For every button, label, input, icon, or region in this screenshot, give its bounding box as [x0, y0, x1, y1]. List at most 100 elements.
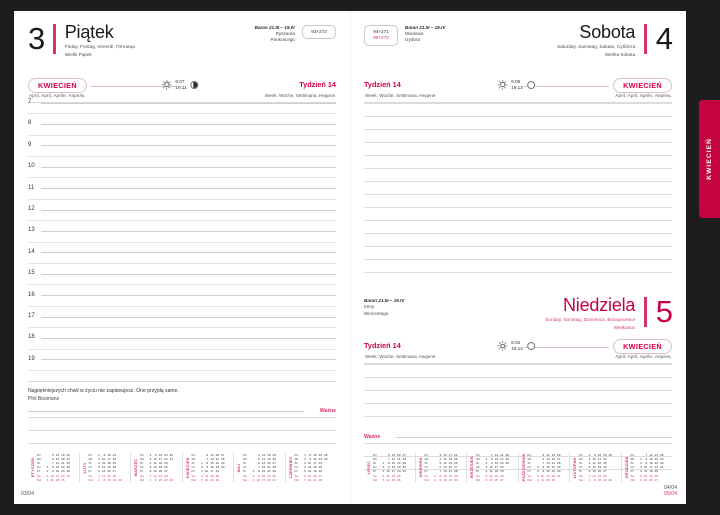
note-line[interactable]	[28, 443, 336, 456]
mini-day-cell: 5	[52, 452, 54, 457]
mini-day-cell: 26	[112, 465, 117, 470]
mini-day-cell: 15	[494, 456, 499, 461]
mini-day-cell: 10	[101, 456, 106, 461]
hour-row[interactable]: 13	[28, 227, 336, 252]
mini-day-cell: 20	[448, 465, 453, 470]
mini-month-row: Śr 1 8 15 22 29	[373, 461, 413, 465]
hour-row[interactable]: 18	[28, 334, 336, 359]
mini-day-cell: 14	[546, 460, 550, 465]
mini-weekday-label: So	[476, 473, 480, 478]
mini-weekday-label: Pn	[243, 452, 247, 457]
mini-month-row: Śr 3 10 17 24	[295, 461, 335, 465]
mini-day-cell: 27	[112, 469, 117, 474]
mini-day-cell: 6	[149, 469, 152, 474]
mini-day-cell: 1	[252, 469, 255, 474]
mini-month[interactable]: SIERPIEŃ Pn 3 10 17 24 Wt 4 11 18 25 Śr 5 12 19 26 Cz 6 13…	[414, 452, 467, 482]
mini-day-cell: 3	[252, 477, 255, 482]
hour-row[interactable]: 7	[28, 99, 336, 124]
mini-weekday-label: Cz	[37, 465, 41, 470]
note-line[interactable]	[364, 246, 672, 259]
note-line[interactable]	[364, 443, 672, 456]
mini-weekday-label: Nd	[88, 477, 93, 482]
mini-day-cell: 29	[324, 452, 328, 457]
mini-day-cell: 8	[439, 473, 442, 478]
note-line[interactable]	[364, 180, 672, 194]
hour-row[interactable]: 15	[28, 270, 336, 295]
mini-day-cell: 8	[52, 465, 54, 470]
mini-month[interactable]: KWIECIEŃ Pn 6 13 20 27 Wt 7 14 21 28 Śr 1 8 15 22 29 Cz 2 9…	[181, 452, 234, 482]
note-line[interactable]	[364, 141, 672, 155]
note-line[interactable]	[364, 416, 672, 429]
mini-day-cell: 7	[98, 473, 100, 478]
mini-day-cell: 1	[537, 465, 539, 470]
mini-day-cell: 16	[391, 465, 396, 470]
mini-weekday-label: Pt	[476, 469, 479, 474]
hour-row[interactable]: 17	[28, 313, 336, 338]
mini-month[interactable]: LISTOPAD Pn 2 9 16 23 30 Wt 3 10 17 24 Śr 4 11 18 25 Cz 5 1…	[569, 452, 621, 482]
mini-day-cell: 24	[654, 465, 659, 470]
hour-row[interactable]: 10	[28, 163, 336, 188]
saturday-daycount-red: 95+270	[373, 35, 389, 41]
mini-day-cell: 21	[158, 473, 163, 478]
saturday-daycount-box: 94+271 95+270	[364, 25, 398, 46]
note-line[interactable]	[364, 259, 672, 272]
mini-month-row: Cz 5 12 19 26	[140, 465, 180, 469]
note-line[interactable]	[364, 220, 672, 233]
mini-day-cell: 15	[546, 465, 550, 470]
note-line[interactable]	[364, 233, 672, 246]
mini-weekday-label: Wt	[37, 456, 41, 461]
note-line[interactable]	[364, 167, 672, 181]
hour-row[interactable]: 9	[28, 142, 336, 166]
mini-day-cell: 17	[546, 473, 550, 478]
mini-day-cell: 3	[98, 456, 100, 461]
mini-month-row: Pn 1 8 15 22 29	[295, 453, 335, 457]
mini-day-cell: 27	[402, 452, 406, 457]
note-line[interactable]	[364, 272, 672, 285]
mini-day-cell: 29	[505, 456, 509, 461]
hour-label: 7	[28, 99, 32, 106]
note-line[interactable]	[364, 154, 672, 168]
note-line[interactable]	[364, 115, 672, 129]
mini-month[interactable]: WRZESIEŃ Pn 7 14 21 28 Wt 1 8 15 22 29 Śr 2 9 16 23 30 Cz 3…	[466, 452, 518, 482]
mini-day-cell: 10	[643, 465, 648, 470]
mini-day-cell: 7	[542, 460, 545, 465]
mini-weekday-label: Pt	[373, 469, 376, 474]
mini-month[interactable]: CZERWIEC Pn 1 8 15 22 29 Wt 2 9 16 23 30 Śr 3 10 17 24 Cz 4…	[284, 452, 337, 482]
mini-day-cell: 9	[258, 473, 260, 478]
note-line[interactable]	[28, 430, 336, 443]
mini-month[interactable]: MAJ Pn 4 11 18 25 Wt 5 12 19 26 Śr 6 13 20 27 Cz 7 14 21 28 P…	[233, 452, 285, 482]
mini-day-cell: 13	[643, 477, 648, 482]
mini-month[interactable]: LIPIEC Pn 6 13 20 27 Wt 7 14 21 28 Śr 1 8 15 22 29 Cz 2 9 16…	[364, 453, 415, 482]
mini-day-cell: 22	[500, 456, 504, 461]
hour-row[interactable]: 11	[28, 185, 336, 209]
mini-month[interactable]: PAŹDZIERNIK Pn 5 12 19 26 Wt 6 13 20 27 Śr 7 14 21 28 Cz…	[517, 452, 570, 482]
mini-day-cell: 19	[391, 477, 396, 482]
note-line[interactable]	[28, 417, 336, 430]
mini-month-row: Śr 2 9 16 23 30	[631, 461, 671, 465]
mini-day-cell: 17	[158, 456, 163, 461]
note-line[interactable]	[364, 363, 672, 377]
mini-weekday-label: Pn	[373, 452, 377, 457]
mini-month[interactable]: MARZEC Pn 2 9 16 23 30 Wt 3 10 17 24 31 Śr 4 11 18 25 Cz 5 1…	[130, 452, 182, 482]
mini-month[interactable]: GRUDZIEŃ Pn 7 14 21 28 Wt 1 8 15 22 29 Śr 2 9 16 23 30 Cz 3…	[620, 452, 673, 482]
hour-row[interactable]: 8	[28, 120, 336, 145]
note-line[interactable]	[364, 402, 672, 416]
mini-month[interactable]: LUTY Pn 2 9 16 23 Wt 3 10 17 24 Śr 4 11 18 25 Cz 5 12 19 26 P…	[78, 452, 131, 482]
mini-month-row: Pt 7 14 21 28	[425, 469, 465, 473]
mini-weekday-label: Nd	[579, 477, 583, 482]
note-line[interactable]	[364, 389, 672, 403]
note-line[interactable]	[364, 206, 672, 220]
month-tab-kwiecien[interactable]: KWIECIEŃ	[699, 100, 720, 218]
note-line[interactable]	[364, 102, 672, 116]
hour-row[interactable]: 16	[28, 292, 336, 316]
mini-day-cell: 1	[382, 460, 385, 465]
note-line[interactable]	[364, 128, 672, 142]
hour-row[interactable]: 12	[28, 206, 336, 231]
note-line[interactable]	[364, 376, 672, 390]
mini-day-cell: 17	[597, 456, 602, 461]
hour-row[interactable]: 14	[28, 249, 336, 273]
hour-row[interactable]: 19	[28, 356, 336, 380]
mini-month[interactable]: STYCZEŃ Pn 5 12 19 26 Wt 6 13 20 27 Śr 7 14 21 28 Cz 1 8 15…	[28, 453, 79, 482]
mini-day-cell: 16	[210, 465, 214, 470]
note-line[interactable]	[364, 193, 672, 207]
